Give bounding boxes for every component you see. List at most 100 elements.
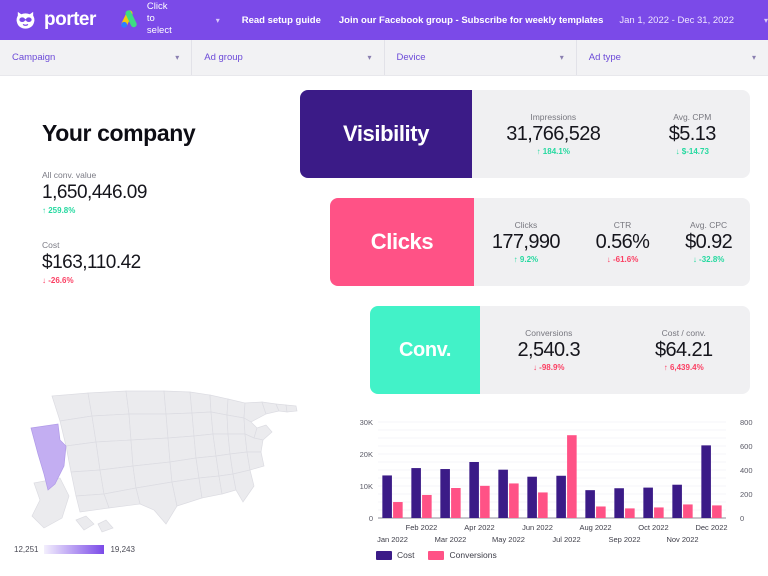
metric-impressions: Impressions 31,766,528 ↑ 184.1%: [500, 112, 606, 156]
metric-clicks-arrow-icon: ↑: [513, 255, 518, 264]
metric-clicks: Clicks 177,990 ↑ 9.2%: [486, 220, 566, 264]
svg-text:Jul 2022: Jul 2022: [552, 535, 580, 544]
metric-cost-per-conv: Cost / conv. $64.21 ↑ 6,439.4%: [649, 328, 719, 372]
metric-ctr-value: 0.56%: [595, 231, 650, 253]
svg-text:30K: 30K: [360, 418, 373, 427]
filter-ad-type-label: Ad type: [588, 52, 621, 63]
svg-text:0: 0: [740, 514, 744, 523]
kpi-all-conv-value-arrow-icon: ↑: [42, 206, 46, 215]
metric-conversions-delta: ↓ -98.9%: [517, 363, 580, 372]
metric-ctr-delta: ↓ -61.6%: [596, 255, 650, 264]
metric-card-clicks: Clicks Clicks 177,990 ↑ 9.2% CTR 0.56% ↓…: [330, 198, 750, 286]
metric-impressions-value: 31,766,528: [506, 123, 601, 145]
metric-avg-cpm-arrow-icon: ↓: [675, 147, 680, 156]
metric-impressions-arrow-icon: ↑: [536, 147, 541, 156]
card-visibility-tag: Visibility: [300, 90, 472, 178]
card-clicks-body: Clicks 177,990 ↑ 9.2% CTR 0.56% ↓ -61.6%…: [474, 198, 750, 286]
card-visibility-body: Impressions 31,766,528 ↑ 184.1% Avg. CPM…: [472, 90, 750, 178]
metric-ctr-delta-text: -61.6%: [612, 255, 639, 264]
data-source-chevron-down-icon[interactable]: ▾: [215, 15, 220, 25]
metric-impressions-label: Impressions: [530, 112, 577, 122]
metric-conversions-arrow-icon: ↓: [532, 363, 537, 372]
svg-text:400: 400: [740, 466, 753, 475]
page-title: Your company: [42, 120, 196, 146]
data-source-title: Default Data: [147, 0, 178, 1]
metric-clicks-value: 177,990: [491, 231, 561, 253]
facebook-group-link[interactable]: Join our Facebook group - Subscribe for …: [338, 14, 604, 26]
chart-legend-label-cost: Cost: [397, 550, 415, 560]
metric-clicks-delta-text: 9.2%: [519, 255, 539, 264]
setup-guide-link[interactable]: Read setup guide: [241, 14, 321, 26]
kpi-all-conv-value-delta: ↑ 259.8%: [42, 206, 147, 215]
svg-text:Oct 2022: Oct 2022: [638, 523, 668, 532]
filter-ad-type[interactable]: Ad type ▾: [577, 40, 768, 75]
metric-avg-cpm-value: $5.13: [668, 123, 717, 145]
card-clicks-tag: Clicks: [330, 198, 474, 286]
svg-text:Feb 2022: Feb 2022: [406, 523, 438, 532]
metric-avg-cpc-value: $0.92: [685, 231, 733, 253]
metric-card-conversions: Conv. Conversions 2,540.3 ↓ -98.9% Cost …: [370, 306, 750, 394]
kpi-all-conv-value-label: All conv. value: [42, 170, 97, 180]
brand-name: porter: [44, 9, 96, 30]
header-links: Read setup guide Join our Facebook group…: [242, 15, 604, 26]
svg-text:May 2022: May 2022: [492, 535, 525, 544]
card-conv-tag: Conv.: [370, 306, 480, 394]
filter-campaign[interactable]: Campaign ▾: [0, 40, 193, 75]
metric-impressions-delta: ↑ 184.1%: [506, 147, 600, 156]
metric-clicks-delta: ↑ 9.2%: [492, 255, 560, 264]
kpi-all-conv-value: All conv. value 1,650,446.09 ↑ 259.8%: [42, 170, 147, 215]
metric-avg-cpc-arrow-icon: ↓: [692, 255, 697, 264]
svg-text:Mar 2022: Mar 2022: [435, 535, 467, 544]
filter-bar: Campaign ▾ Ad group ▾ Device ▾ Ad type ▾: [0, 40, 768, 76]
filter-device[interactable]: Device ▾: [385, 40, 577, 75]
chart-legend-item-conversions[interactable]: Conversions: [428, 550, 497, 560]
map-state-california[interactable]: [30, 423, 67, 491]
metric-avg-cpc: Avg. CPC $0.92 ↓ -32.8%: [679, 220, 738, 264]
date-range-label[interactable]: Jan 1, 2022 - Dec 31, 2022: [619, 14, 734, 26]
map-legend-max: 19,243: [110, 545, 135, 554]
metric-ctr-label: CTR: [613, 220, 632, 230]
metric-ctr-arrow-icon: ↓: [606, 255, 611, 264]
kpi-all-conv-value-delta-text: 259.8%: [48, 206, 76, 215]
metric-avg-cpc-label: Avg. CPC: [690, 220, 728, 230]
metric-avg-cpc-delta: ↓ -32.8%: [685, 255, 732, 264]
map-legend-min: 12,251: [14, 545, 39, 554]
filter-ad-group-label: Ad group: [204, 52, 243, 63]
svg-text:800: 800: [740, 418, 753, 427]
kpi-cost-delta: ↓ -26.6%: [42, 276, 141, 285]
metric-avg-cpm-label: Avg. CPM: [673, 112, 712, 122]
chart-legend: Cost Conversions: [376, 550, 497, 560]
filter-ad-group[interactable]: Ad group ▾: [192, 40, 385, 75]
svg-text:20K: 20K: [360, 450, 373, 459]
metric-ctr: CTR 0.56% ↓ -61.6%: [590, 220, 656, 264]
google-ads-icon: [118, 9, 140, 31]
filter-ad-type-chevron-down-icon: ▾: [751, 53, 756, 62]
metric-cost-per-conv-delta-text: 6,439.4%: [669, 363, 704, 372]
svg-text:Nov 2022: Nov 2022: [666, 535, 698, 544]
kpi-cost-arrow-icon: ↓: [42, 276, 46, 285]
filter-campaign-chevron-down-icon: ▾: [175, 53, 180, 62]
chart-svg: 0 10K 20K 30K 0 200 400 600 800 Jan 2022 Feb 2022 M…: [360, 418, 753, 544]
brand-logo[interactable]: porter: [0, 9, 96, 32]
metric-conversions-value: 2,540.3: [517, 339, 580, 361]
metric-conversions: Conversions 2,540.3 ↓ -98.9%: [511, 328, 586, 372]
chart-legend-label-conversions: Conversions: [449, 550, 497, 560]
svg-text:600: 600: [740, 442, 753, 451]
svg-text:10K: 10K: [360, 482, 373, 491]
map-legend: 12,251 19,243: [14, 545, 135, 554]
us-map-svg: [30, 390, 298, 533]
metric-conversions-label: Conversions: [525, 328, 573, 338]
chart-legend-swatch-conversions: [428, 550, 445, 560]
svg-text:200: 200: [740, 490, 753, 499]
metric-avg-cpm: Avg. CPM $5.13 ↓ $-14.73: [663, 112, 722, 156]
chart-legend-item-cost[interactable]: Cost: [376, 550, 414, 560]
svg-text:Sep 2022: Sep 2022: [608, 535, 640, 544]
date-range-chevron-down-icon[interactable]: ▾: [763, 15, 768, 25]
us-states-map[interactable]: [14, 378, 314, 538]
svg-text:Dec 2022: Dec 2022: [695, 523, 727, 532]
filter-campaign-label: Campaign: [12, 52, 56, 63]
metric-cost-per-conv-label: Cost / conv.: [661, 328, 706, 338]
cost-conversions-bar-chart[interactable]: 0 10K 20K 30K 0 200 400 600 800 Jan 2022 Feb 2022 M…: [344, 414, 764, 574]
svg-text:Jan 2022: Jan 2022: [377, 535, 408, 544]
